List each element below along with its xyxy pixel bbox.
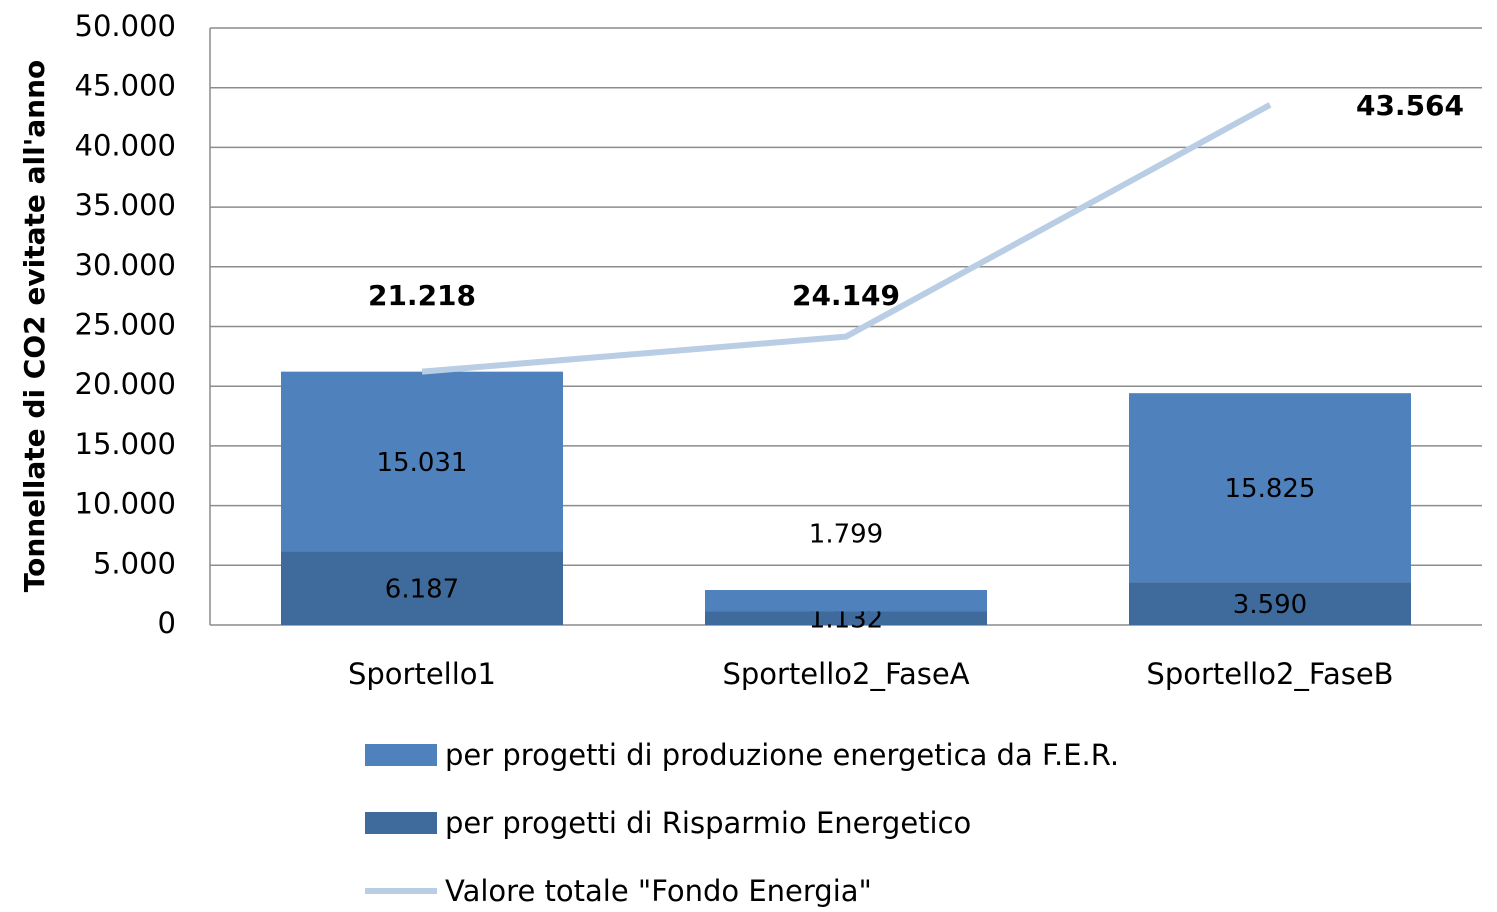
x-tick-label: Sportello2_FaseB bbox=[1146, 657, 1393, 691]
data-label: 3.590 bbox=[1233, 590, 1307, 620]
bar-segment bbox=[1129, 582, 1411, 625]
total-line bbox=[421, 102, 1272, 375]
bar-segment bbox=[705, 590, 987, 612]
line-label: 43.564 bbox=[1356, 89, 1464, 122]
legend-label: per progetti di Risparmio Energetico bbox=[445, 806, 971, 840]
y-tick-label: 10.000 bbox=[75, 487, 176, 521]
data-label: 15.031 bbox=[377, 448, 468, 478]
y-tick-label: 5.000 bbox=[93, 546, 176, 580]
data-label: 1.799 bbox=[809, 520, 883, 550]
bar-segment bbox=[1129, 393, 1411, 583]
bar-segment bbox=[281, 551, 563, 625]
y-tick-label: 35.000 bbox=[75, 188, 176, 222]
data-label: 15.825 bbox=[1225, 474, 1316, 504]
y-tick-label: 15.000 bbox=[75, 427, 176, 461]
y-tick-label: 45.000 bbox=[75, 69, 176, 103]
y-tick-label: 0 bbox=[158, 606, 176, 640]
x-tick-label: Sportello1 bbox=[348, 657, 496, 691]
data-label: 6.187 bbox=[385, 575, 459, 605]
x-tick-label: Sportello2_FaseA bbox=[722, 657, 969, 691]
y-tick-label: 20.000 bbox=[75, 367, 176, 401]
bar-segment bbox=[705, 611, 987, 625]
y-axis-title: Tonnellate di CO2 evitate all'anno bbox=[18, 60, 51, 593]
legend-label: per progetti di produzione energetica da… bbox=[445, 738, 1119, 772]
legend-swatch bbox=[365, 744, 437, 766]
y-tick-label: 50.000 bbox=[75, 9, 176, 43]
bar-segment bbox=[281, 371, 563, 552]
line-label: 24.149 bbox=[792, 279, 900, 312]
y-tick-label: 30.000 bbox=[75, 248, 176, 282]
y-tick-label: 40.000 bbox=[75, 128, 176, 162]
legend-label: Valore totale "Fondo Energia" bbox=[445, 874, 872, 908]
line-label: 21.218 bbox=[368, 279, 476, 312]
legend-swatch bbox=[365, 812, 437, 834]
y-tick-label: 25.000 bbox=[75, 308, 176, 342]
